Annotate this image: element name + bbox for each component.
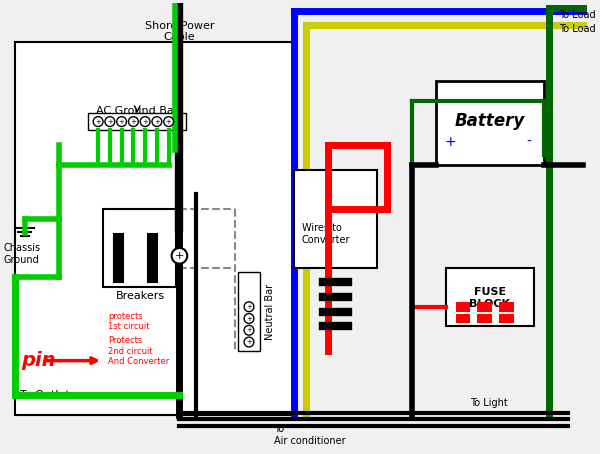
Bar xyxy=(88,113,186,130)
Text: pin: pin xyxy=(22,351,56,370)
Text: +: + xyxy=(445,135,457,149)
Circle shape xyxy=(244,314,254,323)
Bar xyxy=(499,302,514,311)
Text: +: + xyxy=(246,327,252,333)
Bar xyxy=(294,170,377,267)
Text: Battery: Battery xyxy=(455,112,525,129)
Text: protects
1st circuit: protects 1st circuit xyxy=(108,311,149,331)
Bar xyxy=(15,42,294,415)
Text: +: + xyxy=(166,118,172,124)
Text: To Load: To Load xyxy=(559,10,595,20)
Bar xyxy=(436,81,544,165)
Bar xyxy=(103,209,176,287)
Text: +: + xyxy=(119,118,125,124)
Bar xyxy=(477,314,492,323)
Text: +: + xyxy=(175,251,184,261)
Text: Wires to
Converter: Wires to Converter xyxy=(302,223,350,245)
Bar xyxy=(499,314,514,323)
Circle shape xyxy=(152,117,162,127)
Text: To Load: To Load xyxy=(559,24,595,34)
Bar xyxy=(477,302,492,311)
Text: FUSE
BLOCK: FUSE BLOCK xyxy=(469,287,511,309)
Text: +: + xyxy=(246,339,252,345)
Text: +: + xyxy=(95,118,101,124)
Bar xyxy=(446,267,534,326)
Text: Shore Power
Cable: Shore Power Cable xyxy=(145,21,214,42)
Text: Neutral Bar: Neutral Bar xyxy=(265,284,275,340)
Text: +: + xyxy=(142,118,148,124)
Text: +: + xyxy=(154,118,160,124)
Circle shape xyxy=(105,117,115,127)
Circle shape xyxy=(172,248,187,264)
Text: To Light: To Light xyxy=(470,398,508,408)
Text: +: + xyxy=(107,118,113,124)
Text: +: + xyxy=(246,316,252,321)
Text: To
Air conditioner: To Air conditioner xyxy=(274,424,346,446)
Circle shape xyxy=(244,337,254,347)
Text: Protects
2nd circuit
And Converter: Protects 2nd circuit And Converter xyxy=(108,336,169,366)
Circle shape xyxy=(128,117,138,127)
Circle shape xyxy=(93,117,103,127)
Circle shape xyxy=(244,302,254,311)
Text: AC Ground Bar: AC Ground Bar xyxy=(96,106,178,116)
Text: To Outlet: To Outlet xyxy=(20,390,70,400)
Circle shape xyxy=(164,117,173,127)
Circle shape xyxy=(117,117,127,127)
Circle shape xyxy=(140,117,150,127)
Circle shape xyxy=(244,326,254,335)
Text: Breakers: Breakers xyxy=(116,291,165,301)
Bar xyxy=(456,314,470,323)
Bar xyxy=(238,272,260,351)
Text: Chassis
Ground: Chassis Ground xyxy=(3,243,40,265)
Text: +: + xyxy=(246,304,252,310)
Text: -: - xyxy=(527,135,532,149)
Text: +: + xyxy=(130,118,136,124)
Bar xyxy=(456,302,470,311)
